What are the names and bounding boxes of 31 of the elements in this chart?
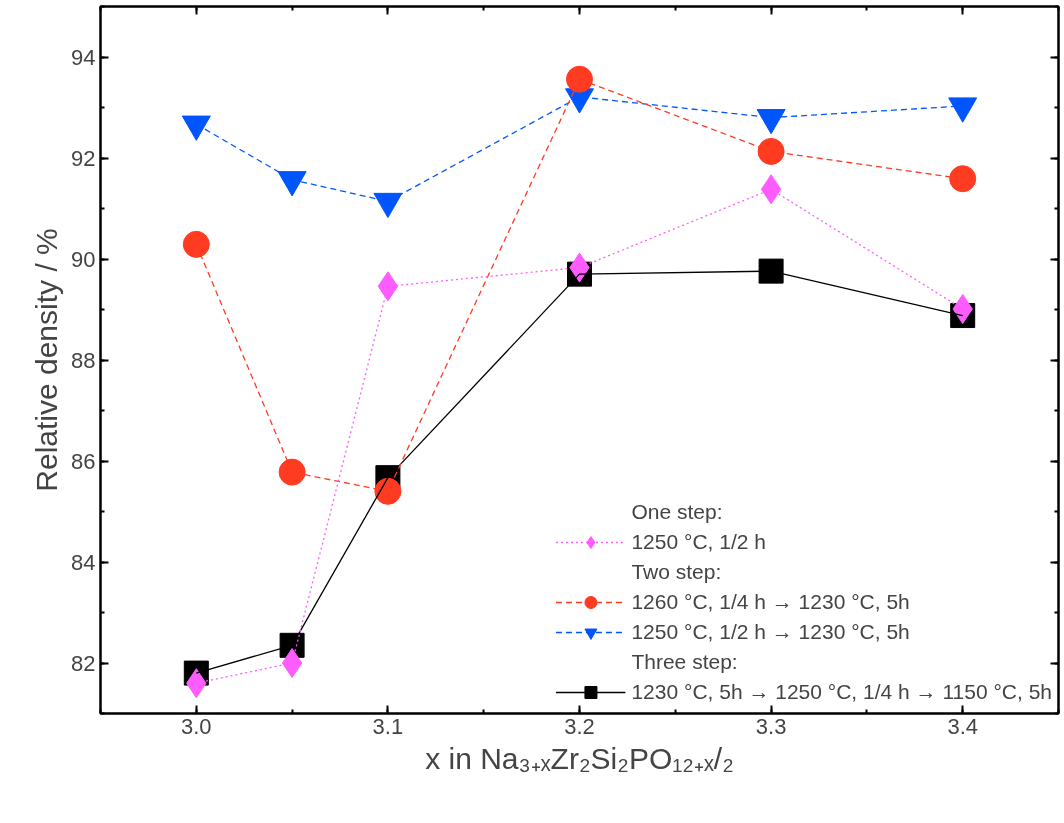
y-tick-label: 82: [71, 650, 96, 676]
x-tick-label: 3.3: [755, 713, 787, 739]
y-tick-label: 86: [71, 448, 96, 474]
legend-label: 1230 °C, 5h → 1250 °C, 1/4 h → 1150 °C, 5h: [631, 680, 1052, 704]
point: [374, 477, 402, 505]
y-tick-label: 90: [71, 246, 96, 272]
legend-label: 1250 °C, 1/2 h: [631, 530, 766, 554]
x-tick-label: 3.0: [181, 713, 212, 739]
point: [757, 137, 785, 165]
x-tick-label: 3.1: [372, 713, 404, 739]
point: [758, 258, 784, 284]
point: [566, 65, 593, 93]
legend-label: 1250 °C, 1/2 h → 1230 °C, 5h: [631, 620, 910, 644]
y-tick-label: 88: [71, 347, 96, 373]
y-tick-label: 94: [71, 44, 96, 70]
y-axis-title: Relative density / %: [30, 228, 64, 492]
annotation: Two step:: [631, 560, 722, 584]
annotation: Three step:: [631, 650, 738, 674]
point: [949, 165, 977, 193]
point: [182, 230, 210, 258]
y-tick-label: 92: [71, 145, 96, 171]
y-tick-label: 84: [71, 549, 96, 575]
x-tick-label: 3.2: [564, 713, 595, 739]
annotation: One step:: [631, 500, 723, 524]
legend-label: 1260 °C, 1/4 h → 1230 °C, 5h: [631, 590, 910, 614]
point: [377, 271, 399, 302]
x-axis-title: x in Na₃₊ₓZr₂Si₂PO₁₂₊ₓ/₂: [425, 741, 734, 775]
point: [760, 174, 782, 205]
point: [281, 648, 303, 678]
x-tick-label: 3.4: [947, 713, 978, 739]
point: [278, 458, 306, 486]
